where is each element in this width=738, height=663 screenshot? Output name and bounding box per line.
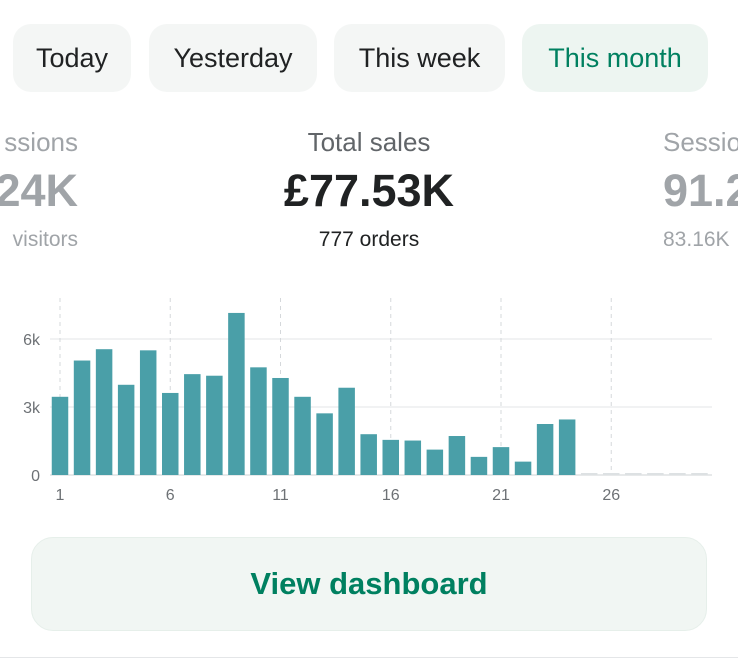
bar	[272, 377, 289, 475]
x-tick-label: 1	[56, 487, 65, 504]
bar	[294, 396, 311, 475]
tab-this-week[interactable]: This week	[334, 24, 505, 92]
metric-value: £77.53K	[283, 165, 455, 216]
x-tick-label: 16	[382, 487, 400, 504]
metric-card-sessions-right[interactable]: Sessio 91.2 83.16K	[663, 125, 738, 257]
metric-card-total-sales[interactable]: Total sales £77.53K 777 orders	[219, 125, 519, 257]
bar	[73, 360, 91, 475]
bar-future	[603, 473, 620, 475]
bar	[95, 349, 113, 475]
bar-future	[625, 473, 642, 475]
y-tick-label: 0	[31, 468, 40, 485]
bar	[117, 384, 135, 475]
bar	[360, 434, 377, 475]
bar	[382, 439, 399, 475]
tab-today[interactable]: Today	[13, 24, 131, 92]
metric-card-sessions-left[interactable]: ssions 24K visitors	[0, 125, 78, 257]
bar	[206, 375, 223, 475]
bar	[514, 461, 532, 475]
bar-future	[580, 473, 598, 475]
bar	[492, 447, 510, 475]
bar-future	[647, 473, 664, 475]
y-tick-label: 3k	[23, 400, 41, 417]
view-dashboard-button[interactable]: View dashboard	[31, 537, 707, 631]
bar	[162, 392, 179, 475]
bar	[448, 436, 466, 475]
metric-label: Sessio	[663, 127, 738, 157]
y-tick-label: 6k	[23, 332, 41, 349]
metric-label: Total sales	[307, 127, 431, 157]
bar	[338, 387, 355, 475]
metric-sub: 777 orders	[318, 228, 420, 251]
tab-this-month[interactable]: This month	[522, 24, 708, 92]
bar	[184, 374, 201, 475]
bar	[536, 424, 554, 475]
bar	[426, 449, 444, 475]
metric-sub: visitors	[12, 228, 78, 251]
x-tick-label: 21	[492, 487, 510, 504]
bar	[558, 419, 576, 475]
bar	[404, 440, 422, 475]
bar-future	[669, 473, 686, 475]
bar	[470, 456, 488, 475]
metric-sub: 83.16K	[663, 228, 730, 251]
divider	[0, 657, 738, 658]
date-range-tabs: Today Yesterday This week This month	[0, 24, 738, 92]
x-tick-label: 11	[272, 487, 289, 504]
x-tick-label: 6	[166, 487, 175, 504]
tab-yesterday[interactable]: Yesterday	[149, 24, 317, 92]
bar	[316, 413, 333, 475]
bar	[250, 367, 267, 475]
bar-future	[691, 473, 708, 475]
metric-value: 24K	[0, 165, 78, 216]
x-tick-label: 26	[602, 487, 620, 504]
bar	[228, 312, 245, 475]
metric-value: 91.2	[663, 165, 738, 216]
metric-label: ssions	[4, 127, 78, 157]
bar	[51, 396, 69, 475]
bar	[139, 350, 157, 475]
